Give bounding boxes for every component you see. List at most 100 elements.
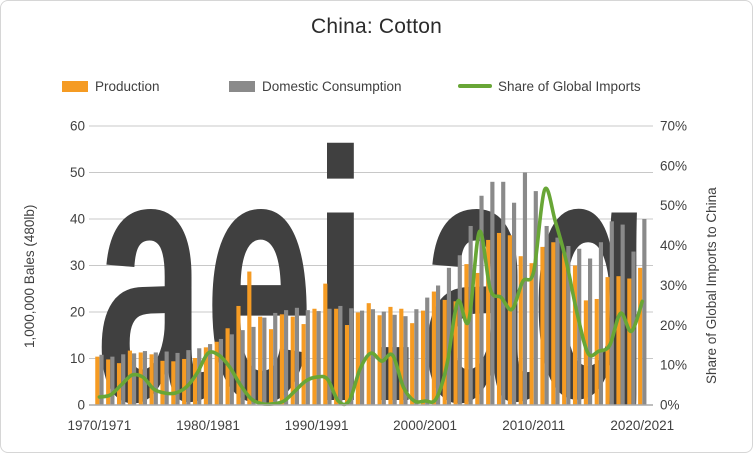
production-bar xyxy=(355,312,360,405)
production-bar xyxy=(279,314,284,405)
y-left-tick: 10 xyxy=(70,351,85,366)
y-left-tick: 30 xyxy=(70,258,85,273)
y-right-tick: 60% xyxy=(660,158,687,173)
production-bar xyxy=(116,363,122,405)
legend-label: Domestic Consumption xyxy=(262,78,402,94)
legend-item-consumption: Domestic Consumption xyxy=(229,75,402,97)
consumption-bar xyxy=(218,338,224,405)
consumption-bar xyxy=(349,308,354,405)
production-bar xyxy=(312,308,317,405)
production-bar xyxy=(149,354,154,405)
production-bar xyxy=(551,242,556,405)
consumption-bar xyxy=(132,353,137,405)
y-right-tick: 0% xyxy=(660,398,680,413)
consumption-bar xyxy=(436,285,441,405)
consumption-bar xyxy=(446,267,452,405)
y-left-tick: 0 xyxy=(77,398,85,413)
x-axis-tick: 2000/2001 xyxy=(393,418,457,433)
consumption-bar xyxy=(327,308,332,405)
production-bar xyxy=(507,235,512,405)
legend-label: Share of Global Imports xyxy=(498,78,641,94)
consumption-swatch-icon xyxy=(229,80,255,92)
production-bar xyxy=(236,305,241,405)
share-of-global-imports-line xyxy=(97,186,645,407)
consumption-bar xyxy=(110,356,115,405)
production-bar xyxy=(138,352,143,405)
y-left-tick: 60 xyxy=(70,119,85,134)
x-axis-tick: 1990/1991 xyxy=(285,418,349,433)
consumption-bar xyxy=(251,326,256,405)
consumption-bar xyxy=(197,348,202,405)
consumption-bar xyxy=(555,237,560,405)
production-bar xyxy=(192,358,198,405)
production-bar xyxy=(399,308,404,405)
production-bar xyxy=(214,341,219,405)
production-bar xyxy=(464,264,469,405)
consumption-bar xyxy=(457,255,462,405)
production-bar xyxy=(529,263,534,405)
production-bar xyxy=(486,239,491,405)
production-bar xyxy=(442,299,447,405)
y-left-tick: 50 xyxy=(70,165,85,180)
production-bar xyxy=(562,252,567,405)
legend-item-share: Share of Global Imports xyxy=(458,75,641,97)
consumption-bar xyxy=(479,195,484,405)
production-bar xyxy=(475,272,480,405)
consumption-bar xyxy=(186,350,191,405)
consumption-bar xyxy=(153,352,158,405)
production-bar xyxy=(518,256,523,405)
production-bar xyxy=(247,271,252,405)
production-bar xyxy=(290,316,295,405)
consumption-bar xyxy=(360,310,365,405)
consumption-bar xyxy=(403,316,408,405)
production-bar xyxy=(258,316,263,405)
consumption-bar xyxy=(642,219,647,405)
x-axis-tick: 1980/1981 xyxy=(176,418,240,433)
consumption-bar xyxy=(425,297,430,405)
consumption-bar xyxy=(175,352,180,405)
y-right-tick: 20% xyxy=(660,318,687,333)
y-right-tick: 30% xyxy=(660,278,687,293)
share-line-swatch-icon xyxy=(458,84,492,88)
production-bar xyxy=(496,232,502,405)
production-bar xyxy=(344,325,350,405)
consumption-bar xyxy=(588,258,593,405)
production-swatch-icon xyxy=(62,80,88,92)
production-bar xyxy=(616,276,621,405)
production-bar xyxy=(453,301,458,405)
consumption-bar xyxy=(522,172,528,405)
y-right-tick: 50% xyxy=(660,198,687,213)
consumption-bar xyxy=(208,344,213,405)
consumption-bar xyxy=(501,181,506,405)
production-bar xyxy=(638,267,643,405)
production-bar xyxy=(334,308,339,405)
consumption-bar xyxy=(598,242,604,405)
production-bar xyxy=(182,358,187,405)
consumption-bar xyxy=(609,221,614,405)
consumption-bar xyxy=(414,309,419,405)
legend-item-production: Production xyxy=(62,75,160,97)
consumption-bar xyxy=(284,310,289,405)
consumption-bar xyxy=(338,305,343,405)
consumption-bar xyxy=(533,191,538,405)
y-right-tick: 10% xyxy=(660,358,687,373)
production-bar xyxy=(160,360,165,405)
consumption-bar xyxy=(164,351,169,405)
y-left-tick: 20 xyxy=(70,305,85,320)
consumption-bar xyxy=(294,307,300,405)
production-bar xyxy=(323,283,328,405)
consumption-bar xyxy=(273,312,278,405)
legend-label: Production xyxy=(95,78,160,94)
production-bar xyxy=(203,347,208,405)
production-bar xyxy=(572,265,578,405)
production-bar xyxy=(268,329,274,405)
consumption-bar xyxy=(566,245,571,405)
production-bar xyxy=(95,356,100,405)
production-bar xyxy=(431,291,436,405)
x-axis-tick: 2010/2011 xyxy=(502,418,565,433)
chart-title: China: Cotton xyxy=(310,15,442,38)
y-right-tick: 40% xyxy=(660,238,687,253)
production-bar xyxy=(420,310,426,405)
